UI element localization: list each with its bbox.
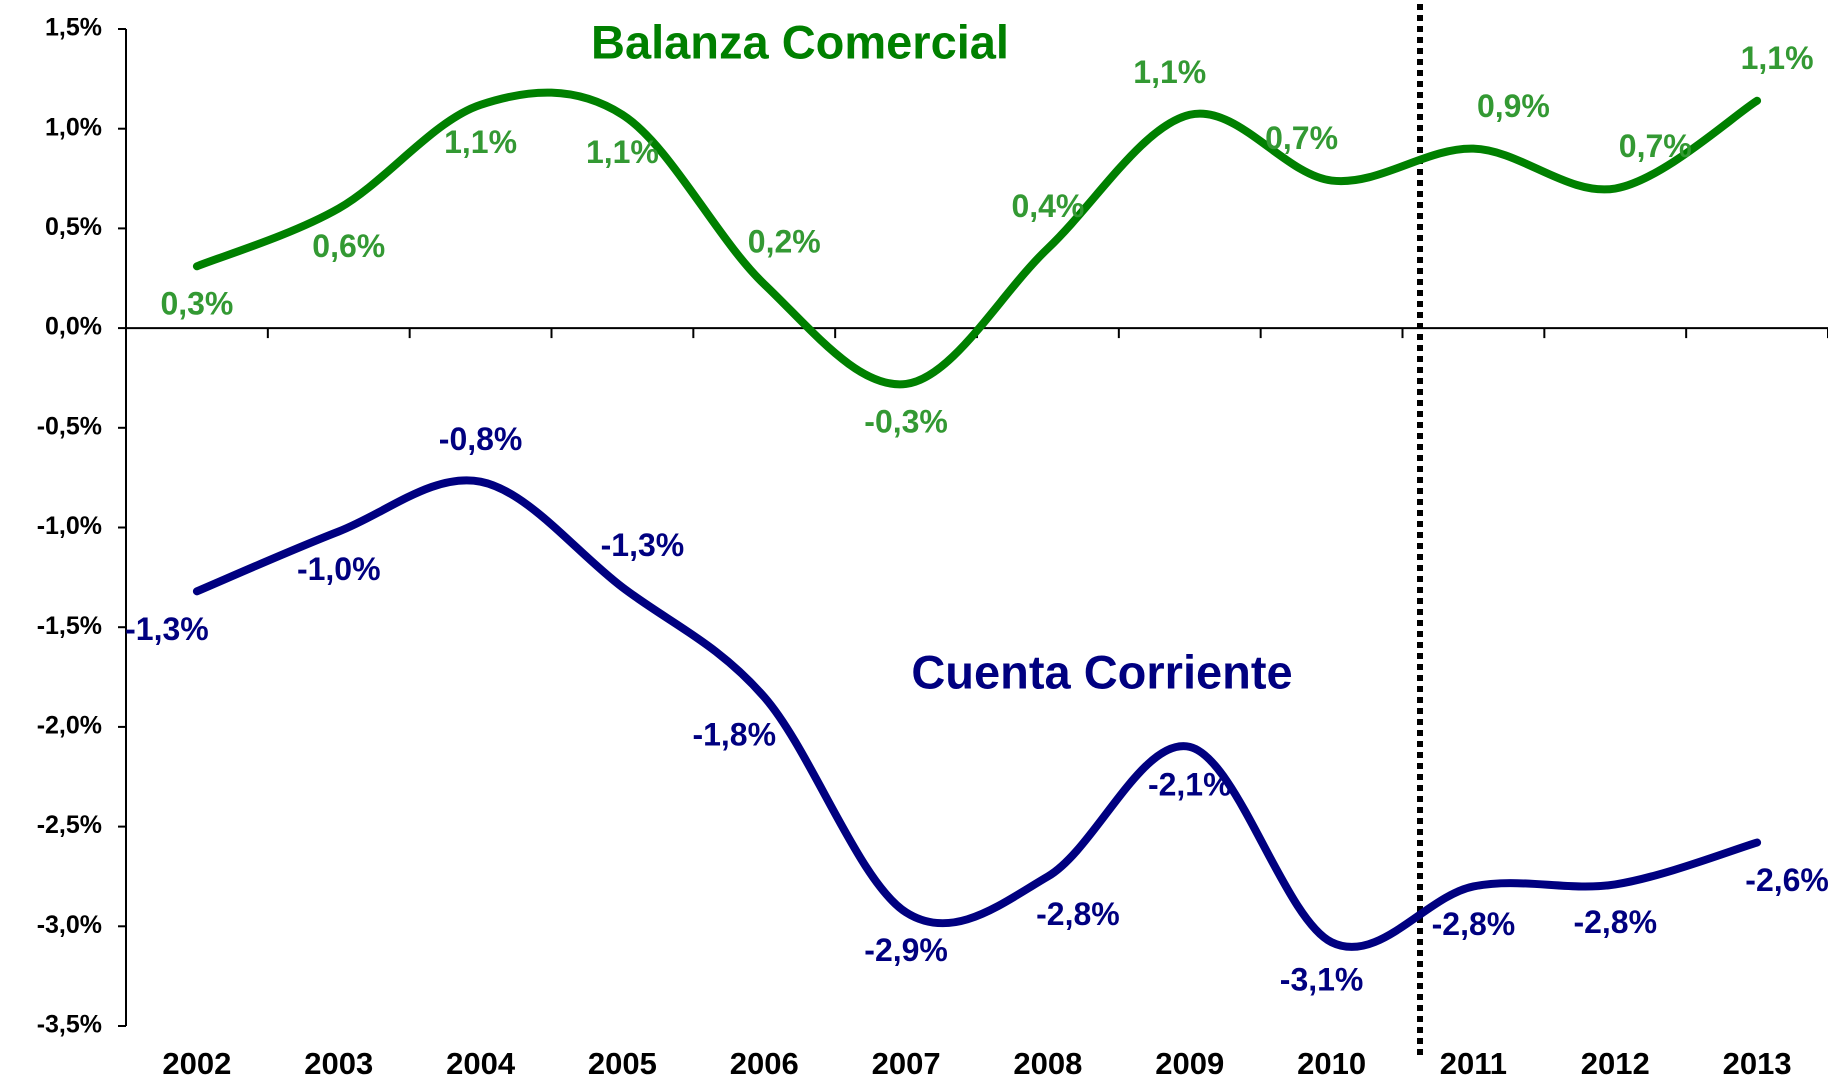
data-label: -2,8% — [1036, 896, 1120, 932]
series-line — [192, 476, 1762, 951]
series-annotation: Cuenta Corriente — [911, 645, 1292, 698]
y-tick-label: 1,5% — [45, 14, 102, 42]
x-tick-label: 2003 — [304, 1046, 373, 1081]
data-label: -1,3% — [601, 527, 685, 563]
x-tick-label: 2002 — [162, 1046, 231, 1081]
data-label: 0,9% — [1477, 88, 1550, 124]
data-label: 0,6% — [312, 228, 385, 264]
series-line — [192, 88, 1762, 389]
y-tick-label: -2,0% — [37, 712, 102, 740]
data-label: -2,8% — [1573, 904, 1657, 940]
data-label: -1,8% — [692, 716, 776, 752]
y-tick-label: -1,0% — [37, 512, 102, 540]
data-label: -2,9% — [864, 932, 948, 968]
data-label: -0,8% — [439, 421, 523, 457]
x-tick-label: 2009 — [1155, 1046, 1224, 1081]
x-tick-label: 2006 — [730, 1046, 799, 1081]
y-tick-label: -3,5% — [37, 1011, 102, 1039]
data-label: -1,3% — [125, 611, 209, 647]
x-tick-label: 2007 — [872, 1046, 941, 1081]
y-tick-label: 1,0% — [45, 113, 102, 141]
data-label: 0,7% — [1265, 120, 1338, 156]
data-label: -2,1% — [1148, 766, 1232, 802]
data-label: 1,1% — [586, 134, 659, 170]
data-label: 1,1% — [444, 124, 517, 160]
y-tick-label: 0,5% — [45, 213, 102, 241]
data-label: 0,3% — [160, 286, 233, 322]
y-tick-label: -2,5% — [37, 811, 102, 839]
data-label: -3,1% — [1280, 962, 1364, 998]
x-tick-label: 2008 — [1013, 1046, 1082, 1081]
data-label: -1,0% — [297, 551, 381, 587]
y-tick-label: -3,0% — [37, 911, 102, 939]
x-tick-label: 2012 — [1581, 1046, 1650, 1081]
data-label: -0,3% — [864, 403, 948, 439]
data-label: -2,6% — [1745, 862, 1828, 898]
data-label: 0,7% — [1619, 128, 1692, 164]
x-tick-label: 2005 — [588, 1046, 657, 1081]
data-label: 0,4% — [1011, 188, 1084, 224]
series-annotation: Balanza Comercial — [591, 15, 1009, 68]
data-label: 1,1% — [1741, 40, 1814, 76]
x-tick-label: 2013 — [1723, 1046, 1792, 1081]
y-tick-label: -1,5% — [37, 612, 102, 640]
data-label: -2,8% — [1432, 906, 1516, 942]
data-label: 0,2% — [748, 224, 821, 260]
x-tick-label: 2010 — [1297, 1046, 1366, 1081]
y-tick-label: 0,0% — [45, 313, 102, 341]
x-tick-label: 2011 — [1440, 1046, 1507, 1081]
y-tick-label: -0,5% — [37, 412, 102, 440]
x-tick-label: 2004 — [446, 1046, 516, 1081]
data-label: 1,1% — [1133, 54, 1206, 90]
